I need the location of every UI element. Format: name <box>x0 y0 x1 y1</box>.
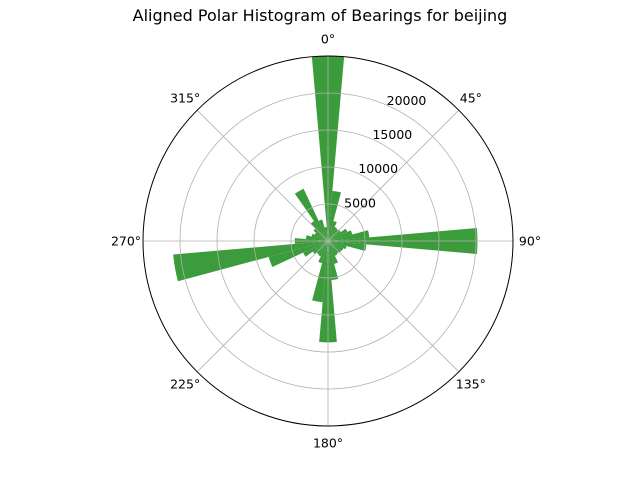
bar-320 <box>310 221 328 241</box>
bar-300 <box>314 232 328 241</box>
bar-170 <box>328 241 339 281</box>
r-tick-label: 5000 <box>344 195 376 210</box>
theta-tick-label: 180° <box>313 436 343 451</box>
bar-340 <box>318 219 328 241</box>
bar-70 <box>328 230 353 241</box>
bar-260 <box>173 241 328 282</box>
bar-160 <box>328 241 339 264</box>
bar-240 <box>303 241 328 257</box>
bar-120 <box>328 241 344 251</box>
theta-gridline-315 <box>196 109 329 242</box>
bar-30 <box>328 226 337 241</box>
bar-350 <box>324 226 328 241</box>
theta-gridline-135 <box>327 240 460 373</box>
bar-210 <box>318 241 328 257</box>
r-tick-label: 10000 <box>358 161 398 176</box>
grid-layer <box>143 56 513 426</box>
theta-gridline-225 <box>196 240 329 373</box>
bar-60 <box>328 228 348 241</box>
bar-290 <box>311 233 328 241</box>
chart-title: Aligned Polar Histogram of Bearings for … <box>132 6 508 25</box>
theta-tick-label: 270° <box>111 234 141 249</box>
theta-tick-label: 45° <box>460 91 482 106</box>
bar-200 <box>318 241 328 264</box>
labels-layer: 0° 45° 90° 135° 180° 225° 270° 315° 5000 10000 150… <box>111 32 541 451</box>
bar-190 <box>312 241 328 303</box>
r-tick-label: 15000 <box>372 127 412 142</box>
theta-tick-label: 90° <box>519 234 541 249</box>
theta-gridline-45 <box>327 109 460 242</box>
theta-tick-label: 0° <box>321 32 335 47</box>
bar-80 <box>328 230 370 241</box>
bar-10 <box>328 190 342 241</box>
bar-280 <box>305 235 328 241</box>
bar-20 <box>328 220 337 241</box>
theta-tick-label: 315° <box>170 91 200 106</box>
bar-110 <box>328 241 347 250</box>
bar-250 <box>268 241 328 267</box>
bar-330 <box>294 188 328 241</box>
bar-150 <box>328 241 338 256</box>
bar-100 <box>328 241 367 251</box>
theta-tick-label: 135° <box>456 376 486 391</box>
r-tick-label: 20000 <box>387 93 427 108</box>
bars-layer <box>173 55 478 343</box>
theta-tick-label: 225° <box>170 376 200 391</box>
polar-frame <box>142 55 514 427</box>
